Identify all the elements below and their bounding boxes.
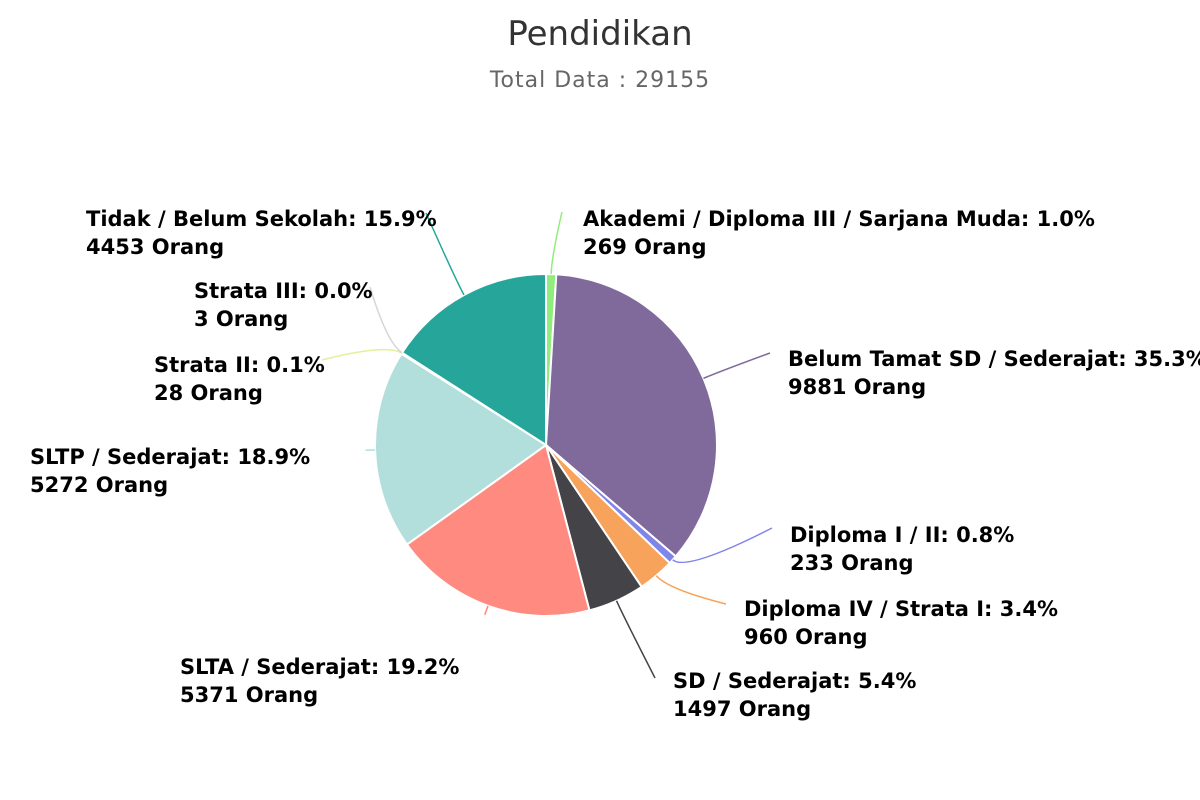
pie-slice[interactable] — [405, 443, 591, 617]
chart-title: Pendidikan — [507, 14, 693, 54]
leader-line — [672, 527, 773, 564]
leader-line — [484, 605, 489, 616]
chart-subtitle: Total Data : 29155 — [489, 68, 711, 93]
leader-line — [550, 211, 563, 275]
slice-label: Strata III: 0.0% — [194, 279, 373, 303]
slice-value-label: 233 Orang — [790, 551, 914, 575]
slice-label: Strata II: 0.1% — [154, 353, 325, 377]
slice-label: Diploma IV / Strata I: 3.4% — [744, 597, 1058, 621]
slice-label: Belum Tamat SD / Sederajat: 35.3% — [788, 347, 1200, 371]
slice-label: Akademi / Diploma III / Sarjana Muda: 1.… — [583, 207, 1095, 231]
leader-line — [703, 352, 771, 380]
slice-value-label: 3 Orang — [194, 307, 288, 331]
slice-label: SLTA / Sederajat: 19.2% — [180, 655, 459, 679]
leader-line — [321, 348, 403, 361]
pie-slice[interactable] — [400, 272, 547, 447]
slice-label: SD / Sederajat: 5.4% — [673, 669, 916, 693]
leader-line — [369, 286, 403, 354]
slice-value-label: 5371 Orang — [180, 683, 318, 707]
leader-line — [655, 575, 727, 605]
slice-label: SLTP / Sederajat: 18.9% — [30, 445, 310, 469]
slice-value-label: 4453 Orang — [86, 235, 224, 259]
leader-line — [615, 600, 656, 679]
slice-value-label: 269 Orang — [583, 235, 707, 259]
leader-line — [425, 212, 465, 296]
pie-slice[interactable] — [544, 273, 718, 558]
slice-label: Tidak / Belum Sekolah: 15.9% — [86, 207, 437, 231]
slice-value-label: 28 Orang — [154, 381, 263, 405]
pie-slice[interactable] — [374, 352, 548, 546]
slice-value-label: 1497 Orang — [673, 697, 811, 721]
slice-value-label: 960 Orang — [744, 625, 868, 649]
slice-label: Diploma I / II: 0.8% — [790, 523, 1014, 547]
slice-value-label: 9881 Orang — [788, 375, 926, 399]
slice-value-label: 5272 Orang — [30, 473, 168, 497]
